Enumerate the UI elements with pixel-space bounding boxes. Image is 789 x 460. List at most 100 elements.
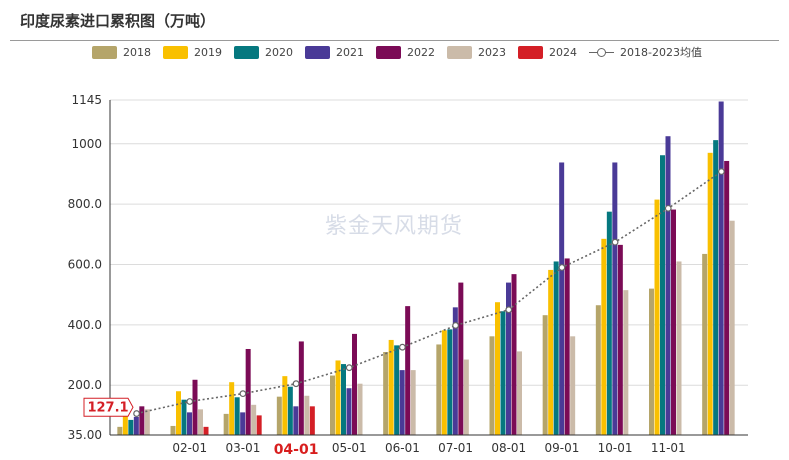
bar-2019-10-01 [601,238,607,435]
legend-item-2023[interactable]: 2023 [447,45,506,59]
bar-2022-05-01 [352,333,357,435]
bar-2021-03-01 [240,412,246,435]
legend-label: 2019 [194,45,222,59]
bar-2024-03-01 [256,415,262,435]
x-tick-label: 11-01 [651,441,686,455]
bar-2022-10-01 [617,244,623,435]
bar-2018-02-01 [170,425,176,435]
x-tick-label: 07-01 [438,441,473,455]
bar-2019-03-01 [229,382,235,435]
value-label: 127.1 [87,401,128,416]
bar-2021-05-01 [346,388,352,435]
bar-2019-02-01 [176,391,181,435]
bar-2022-09-01 [564,258,570,435]
bar-2018-11-01 [649,288,654,435]
value-label-box [83,397,134,417]
average-point-09-01 [558,264,566,271]
bar-2019-07-01 [441,330,447,435]
x-tick-label: 05-01 [332,441,367,455]
bar-2023-11-01 [676,261,682,435]
bar-2020-11-01 [660,155,665,435]
bar-2020-02-01 [181,399,187,435]
legend-label: 2022 [407,45,435,59]
x-tick-label: 04-01 [274,442,319,458]
bar-2020-06-01 [394,345,400,435]
legend-swatch [234,45,259,59]
bar-2019-11-01 [654,199,660,435]
bar-2023-08-01 [517,351,522,435]
y-tick-label: 200.0 [68,378,102,392]
bar-2023-10-01 [623,290,629,435]
bar-2019-12-01 [707,152,713,436]
bar-2021-10-01 [612,162,618,436]
bar-2020-07-01 [447,329,453,435]
y-tick-label: 1000 [71,137,102,151]
x-tick-label: 08-01 [491,441,526,455]
legend-item-2020[interactable]: 2020 [234,45,293,59]
bar-2021-07-01 [452,307,458,435]
bar-2023-05-01 [357,383,363,435]
bar-2019-06-01 [388,339,394,435]
legend-swatch [518,45,543,59]
bar-2020-10-01 [606,211,612,435]
watermark: 紫金天风期货 [325,214,464,239]
bar-2019-08-01 [495,302,500,435]
bar-2022-01-01 [139,406,145,435]
bar-2018-05-01 [330,375,335,435]
bar-2022-12-01 [724,160,730,435]
bar-2022-08-01 [511,274,517,435]
y-tick-label: 1145 [71,93,102,107]
average-point-02-01 [186,398,194,405]
y-tick-label: 800.0 [68,197,102,211]
bar-2018-01-01 [117,426,123,435]
bar-2022-04-01 [298,341,304,435]
average-point-04-01 [292,380,300,388]
legend-label: 2018 [123,45,151,59]
average-point-10-01 [611,238,619,246]
bar-2018-03-01 [223,413,229,435]
bar-2021-12-01 [718,101,724,436]
legend-item-2018[interactable]: 2018 [92,45,151,59]
bar-2020-08-01 [500,311,506,435]
bar-2019-05-01 [335,360,341,435]
bar-2020-05-01 [341,364,346,435]
bar-2021-01-01 [133,416,139,435]
bar-2018-07-01 [436,344,442,435]
x-tick-label: 10-01 [598,441,633,455]
x-tick-label: 06-01 [385,441,420,455]
legend-item-2024[interactable]: 2024 [518,45,577,59]
legend-label: 2018-2023均值 [620,46,702,59]
bar-2019-01-01 [122,413,128,435]
legend-label: 2020 [265,45,293,59]
bar-2018-12-01 [702,253,708,435]
average-point-06-01 [399,343,406,351]
average-point-08-01 [505,306,513,314]
bar-2021-08-01 [506,282,511,435]
legend-item-average[interactable]: 2018-2023均值 [589,44,702,60]
x-tick-label: 09-01 [544,441,579,455]
bar-2020-09-01 [553,261,559,435]
bar-2021-02-01 [187,412,192,435]
legend-line-swatch [589,46,614,59]
bar-2018-10-01 [595,305,601,435]
bar-2018-09-01 [542,315,548,435]
bar-2021-06-01 [399,370,405,435]
bar-2023-12-01 [729,220,735,435]
legend-item-2019[interactable]: 2019 [163,45,222,59]
bar-2019-09-01 [548,269,554,435]
bar-2023-04-01 [304,395,310,435]
legend-label: 2023 [478,45,506,59]
chart-legend: 2018 2019 2020 2021 2022 2023 2024 2018-… [92,44,714,60]
bar-2023-03-01 [251,404,257,435]
bar-2023-06-01 [410,370,416,435]
bar-2021-11-01 [665,136,671,435]
bar-2021-04-01 [293,406,299,435]
bar-2022-07-01 [458,282,464,435]
bar-2018-04-01 [276,396,282,435]
legend-item-2021[interactable]: 2021 [305,45,364,59]
average-point-05-01 [345,364,353,372]
bar-2019-04-01 [282,376,288,435]
bar-2020-12-01 [713,140,719,435]
x-tick-label: 02-01 [172,441,207,455]
legend-item-2022[interactable]: 2022 [376,45,435,59]
